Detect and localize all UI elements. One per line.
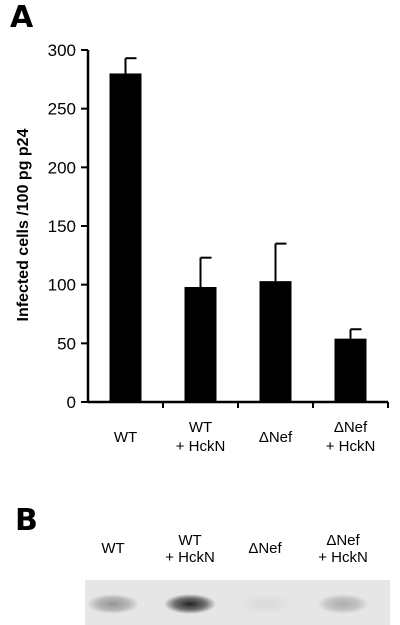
category-label: WT: [114, 429, 137, 446]
category-label: + HckN: [176, 438, 226, 455]
bar: [109, 73, 142, 402]
category-label: ΔNef: [259, 429, 293, 446]
blot-lane-label: WT: [101, 540, 124, 557]
blot-band: [87, 594, 139, 614]
blot-lane-label: ΔNef: [326, 532, 360, 549]
bar: [259, 281, 292, 402]
category-label: ΔNef: [334, 419, 368, 436]
blot-band: [164, 594, 216, 614]
y-axis-label: Infected cells /100 pg p24: [15, 128, 32, 321]
y-tick-label: 0: [67, 393, 76, 412]
y-tick-label: 250: [48, 100, 76, 119]
blot-lane-label: ΔNef: [248, 540, 282, 557]
category-label: + HckN: [326, 438, 376, 455]
panel-a-label: A: [10, 0, 34, 35]
blot-lane-label: WT: [178, 532, 201, 549]
y-tick-label: 100: [48, 276, 76, 295]
panel-b-label: B: [15, 503, 38, 538]
y-tick-label: 300: [48, 41, 76, 60]
bar: [184, 287, 217, 402]
bar: [334, 338, 367, 402]
blot-lane-label: + HckN: [165, 549, 215, 566]
y-tick-label: 150: [48, 217, 76, 236]
y-tick-label: 50: [57, 334, 76, 353]
blot-lane-label: + HckN: [318, 549, 368, 566]
y-tick-label: 200: [48, 158, 76, 177]
category-label: WT: [189, 419, 212, 436]
blot-band: [239, 594, 291, 614]
bar-chart: 0 50 100 150 200 250 300 WT WT + HckN ΔNef ΔNef + Hc…: [48, 41, 389, 455]
blot-band: [317, 594, 369, 614]
